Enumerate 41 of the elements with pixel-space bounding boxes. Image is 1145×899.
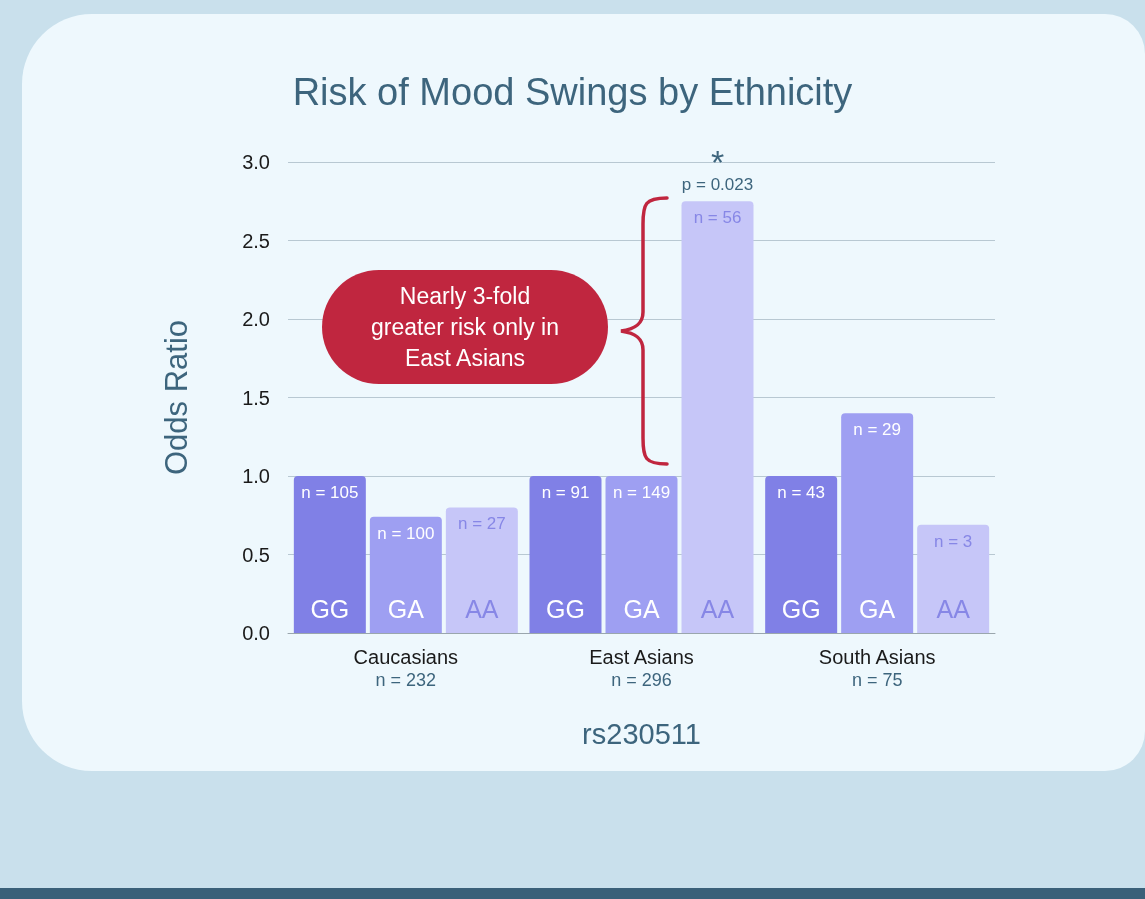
annotation: n = 149 [612,483,671,502]
bar [841,413,914,633]
bar [369,516,442,633]
bar [765,476,838,633]
bar [529,476,602,633]
annotation: n = 56 [693,208,742,228]
bar [605,476,678,633]
y-tick-label: 0.0 [242,622,270,644]
annotation: n = 43 [777,483,826,502]
y-tick-label: 1.0 [242,465,270,487]
x-tick-label: South Asians n = 75 [818,646,936,690]
annotation: Nearly 3-fold greater risk only in East Asians [370,281,560,373]
x-tick-label: Caucasians n = 232 [353,646,459,690]
y-tick-label: 2.5 [242,229,270,252]
text: GA [859,594,896,623]
annotation: n = 3 [934,531,973,551]
chart-title: Risk of Mood Swings by Ethnicity [292,71,853,113]
y-tick-label: 0.5 [242,543,270,566]
annotation: n = 105 [301,483,359,502]
text: AA [936,594,970,623]
y-tick-label: 2.0 [242,308,270,330]
series-label: AA [465,594,499,623]
series-label: GA [387,594,425,623]
bar [917,524,990,633]
series-label: GG [310,594,350,623]
x-tick-label: East Asians n = 296 [589,646,694,690]
annotation: n = 100 [377,523,435,543]
y-tick-label: 1.5 [242,386,270,409]
text: GG [781,594,821,623]
annotation: n = 27 [457,514,506,534]
bar [681,201,754,633]
text: GA [623,594,660,623]
text: AA [700,594,735,623]
x-axis-title: rs230511 [582,717,701,750]
bar [445,507,518,633]
bar [293,476,366,633]
y-axis-title: Odds Ratio [159,319,194,476]
text: GG [546,594,585,623]
y-tick-label: 3.0 [242,151,270,173]
annotation: n = 29 [853,420,902,440]
annotation: n = 91 [541,483,590,502]
